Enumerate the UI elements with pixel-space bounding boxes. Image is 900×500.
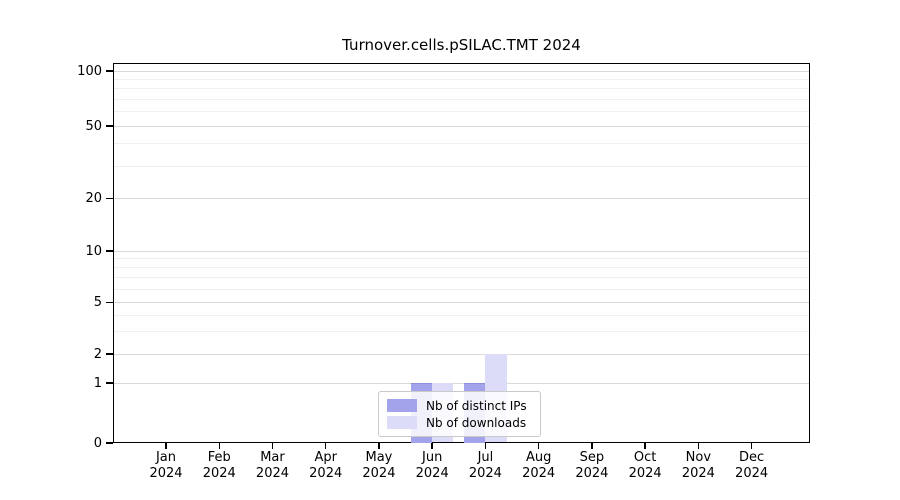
chart-title: Turnover.cells.pSILAC.TMT 2024 — [342, 36, 581, 54]
y-axis-tick — [106, 382, 113, 384]
x-axis-tick-label: Oct 2024 — [628, 450, 662, 481]
gridline-minor — [114, 143, 809, 145]
y-axis-tick — [106, 302, 113, 304]
x-axis-tick — [591, 443, 593, 449]
legend-swatch-downloads — [387, 416, 417, 429]
gridline-minor — [114, 277, 809, 279]
legend-swatch-distinct-ips — [387, 399, 417, 412]
x-axis-tick-label: Feb 2024 — [202, 450, 236, 481]
chart-legend: Nb of distinct IPs Nb of downloads — [378, 391, 541, 437]
gridline-minor — [114, 258, 809, 260]
x-axis-tick-label: Sep 2024 — [575, 450, 609, 481]
x-axis-tick — [537, 443, 540, 449]
gridline-minor — [114, 78, 809, 80]
legend-item-downloads: Nb of downloads — [387, 415, 532, 431]
y-axis-tick-label: 50 — [85, 118, 102, 134]
x-axis-tick — [697, 443, 700, 449]
y-axis-tick-label: 10 — [85, 243, 102, 259]
x-axis-tick — [218, 443, 220, 449]
gridline-minor — [114, 88, 809, 90]
x-axis-tick-label: Jul 2024 — [468, 450, 502, 481]
x-axis-tick-label: Jan 2024 — [149, 450, 183, 481]
x-axis-tick-label: Aug 2024 — [522, 450, 556, 481]
gridline-minor — [114, 288, 809, 290]
x-axis-tick — [271, 443, 274, 449]
gridline-minor — [114, 330, 809, 332]
x-axis-tick — [750, 443, 753, 449]
x-axis-tick — [165, 443, 167, 449]
plot-area — [113, 63, 810, 443]
y-axis-tick-label: 20 — [85, 190, 102, 206]
gridline-major — [114, 250, 809, 252]
x-axis-tick — [431, 443, 433, 449]
gridline-major — [114, 70, 809, 72]
gridline-major — [114, 382, 809, 384]
gridline-minor — [114, 314, 809, 316]
y-axis-tick — [106, 70, 113, 72]
legend-label-downloads: Nb of downloads — [426, 415, 527, 430]
x-axis-tick-label: May 2024 — [362, 450, 396, 481]
y-axis-tick-label: 5 — [93, 295, 102, 311]
y-axis-tick — [106, 197, 113, 199]
gridline-major — [114, 197, 809, 199]
y-axis-tick — [106, 353, 113, 355]
gridline-minor — [114, 267, 809, 269]
y-axis-tick-label: 2 — [93, 346, 102, 362]
x-axis-tick-label: Jun 2024 — [415, 450, 449, 481]
x-axis-tick-label: Apr 2024 — [309, 450, 343, 481]
x-axis-tick — [484, 443, 487, 449]
gridline-minor — [114, 111, 809, 113]
x-axis-tick-label: Dec 2024 — [735, 450, 769, 481]
gridline-major — [114, 302, 809, 304]
y-axis-tick-label: 1 — [93, 375, 102, 391]
x-axis-tick — [325, 443, 327, 449]
legend-label-distinct-ips: Nb of distinct IPs — [426, 398, 527, 413]
x-axis-tick — [644, 443, 646, 449]
gridline-major — [114, 125, 809, 127]
x-axis-tick — [378, 443, 380, 449]
y-axis-tick-label: 0 — [93, 435, 102, 451]
y-axis-tick — [106, 125, 113, 127]
y-axis-tick — [106, 442, 113, 444]
x-axis-tick-label: Nov 2024 — [681, 450, 715, 481]
gridline-minor — [114, 98, 809, 100]
y-axis-tick — [106, 250, 113, 252]
gridline-minor — [114, 165, 809, 167]
legend-item-distinct-ips: Nb of distinct IPs — [387, 398, 532, 414]
x-axis-tick-label: Mar 2024 — [255, 450, 290, 481]
gridline-major — [114, 353, 809, 355]
y-axis-tick-label: 100 — [77, 63, 102, 79]
